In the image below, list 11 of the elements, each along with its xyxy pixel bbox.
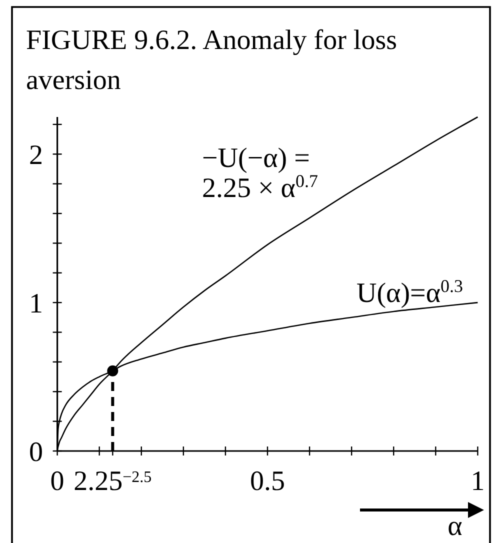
- series-label: U(α)=α$^{0.3}$: [356, 276, 463, 309]
- x-tick-label: 1: [470, 466, 485, 497]
- y-tick-label: 0: [29, 436, 43, 468]
- chart-title: FIGURE 9.6.2. Anomaly for loss aversion: [26, 25, 397, 96]
- x-tick-label: 0: [50, 466, 64, 497]
- y-tick-label: 2: [29, 140, 43, 171]
- x-tick-label: 2.25$^{−2.5}$: [74, 466, 152, 497]
- y-tick-label: 1: [29, 288, 43, 320]
- series-label: −U(−α) = 2.25 × α$^{0.7}$: [202, 143, 318, 204]
- x-tick-label: 0.5: [250, 466, 285, 497]
- x-axis-title: α: [448, 511, 463, 542]
